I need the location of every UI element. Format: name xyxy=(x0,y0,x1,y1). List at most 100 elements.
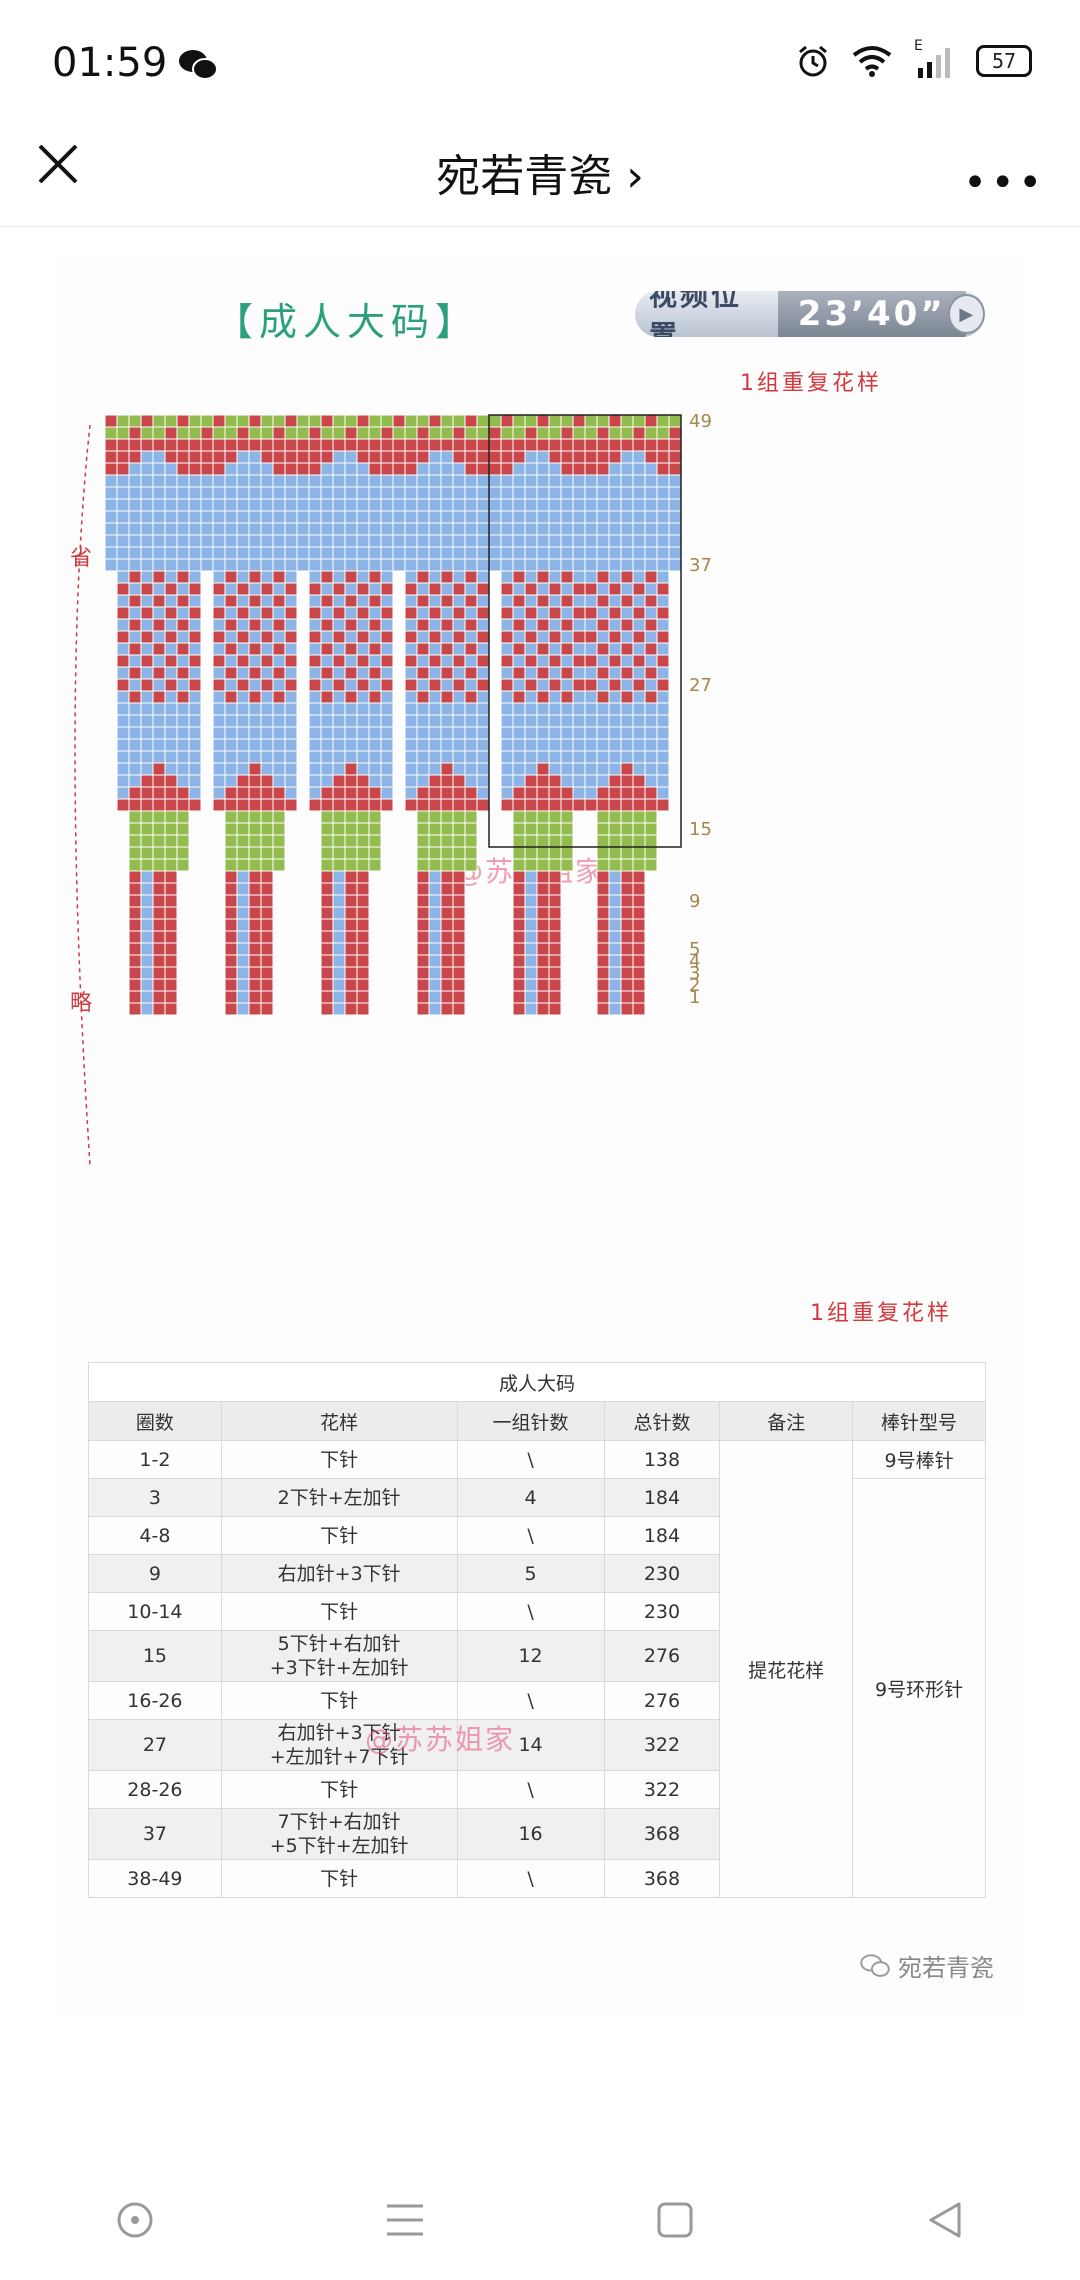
chart-cell xyxy=(416,762,430,776)
chart-cell xyxy=(656,654,670,668)
chart-cell xyxy=(512,618,526,632)
chart-cell xyxy=(140,474,154,488)
chart-cell xyxy=(248,702,262,716)
chart-cell xyxy=(152,570,166,584)
chart-cell xyxy=(620,678,634,692)
chart-cell xyxy=(500,582,514,596)
chart-cell xyxy=(356,462,370,476)
chart-cell xyxy=(644,510,658,524)
chart-cell xyxy=(164,954,178,968)
chart-cell xyxy=(188,666,202,680)
chart-cell xyxy=(260,678,274,692)
chart-cell xyxy=(452,618,466,632)
chart-cell xyxy=(428,750,442,764)
chart-cell xyxy=(512,726,526,740)
chart-cell xyxy=(128,510,142,524)
chart-cell xyxy=(344,906,358,920)
chart-cell xyxy=(104,474,118,488)
chart-cell xyxy=(548,834,562,848)
assistant-button[interactable] xyxy=(105,2190,165,2250)
chart-cell xyxy=(584,738,598,752)
chart-cell xyxy=(584,750,598,764)
chart-cell xyxy=(380,642,394,656)
chart-cell xyxy=(560,546,574,560)
chart-cell xyxy=(272,774,286,788)
chart-cell xyxy=(140,762,154,776)
chart-cell xyxy=(452,834,466,848)
chart-cell xyxy=(608,582,622,596)
chart-cell xyxy=(128,546,142,560)
chart-cell xyxy=(620,450,634,464)
chart-cell xyxy=(320,762,334,776)
chart-cell xyxy=(152,606,166,620)
chart-cell xyxy=(164,942,178,956)
home-button[interactable] xyxy=(645,2190,705,2250)
chart-cell xyxy=(140,822,154,836)
chart-cell xyxy=(668,498,682,512)
chart-cell xyxy=(332,750,346,764)
chart-cell xyxy=(632,438,646,452)
chart-cell xyxy=(440,870,454,884)
chart-cell xyxy=(248,990,262,1004)
chart-cell xyxy=(212,762,226,776)
account-title[interactable]: 宛若青瓷 › xyxy=(436,151,644,202)
chart-cell xyxy=(260,1002,274,1016)
chart-cell xyxy=(260,594,274,608)
chart-cell xyxy=(572,714,586,728)
chart-cell xyxy=(176,594,190,608)
back-button[interactable] xyxy=(915,2190,975,2250)
chart-cell xyxy=(416,822,430,836)
chart-cell xyxy=(452,978,466,992)
chart-cell xyxy=(140,798,154,812)
chart-cell xyxy=(284,414,298,428)
chart-cell xyxy=(428,690,442,704)
header-round: 圈数 xyxy=(88,1401,222,1441)
chart-cell xyxy=(260,810,274,824)
chart-cell xyxy=(596,690,610,704)
chart-cell xyxy=(284,606,298,620)
more-menu-icon[interactable]: ••• xyxy=(963,160,1046,206)
chart-cell xyxy=(572,786,586,800)
chart-cell xyxy=(524,846,538,860)
chart-cell xyxy=(524,966,538,980)
chart-cell xyxy=(440,510,454,524)
chart-cell xyxy=(512,606,526,620)
chart-cell xyxy=(548,534,562,548)
chart-cell xyxy=(452,522,466,536)
chart-cell xyxy=(248,1002,262,1016)
chart-cell xyxy=(164,618,178,632)
chart-cell xyxy=(152,738,166,752)
chart-cell xyxy=(596,654,610,668)
chart-cell xyxy=(296,426,310,440)
chart-cell xyxy=(308,750,322,764)
chart-cell xyxy=(440,714,454,728)
chart-cell xyxy=(536,678,550,692)
chart-cell xyxy=(188,690,202,704)
chart-cell xyxy=(452,486,466,500)
chart-cell xyxy=(344,954,358,968)
chart-cell xyxy=(332,858,346,872)
chart-cell xyxy=(620,858,634,872)
chart-cell xyxy=(584,786,598,800)
chart-cell xyxy=(332,762,346,776)
chart-cell xyxy=(152,582,166,596)
chart-cell xyxy=(656,426,670,440)
chart-cell xyxy=(416,966,430,980)
chart-cell xyxy=(260,738,274,752)
chart-cell xyxy=(632,798,646,812)
chart-cell xyxy=(572,690,586,704)
close-icon[interactable] xyxy=(30,136,86,192)
chart-cell xyxy=(620,870,634,884)
chart-cell xyxy=(428,486,442,500)
chart-cell xyxy=(236,714,250,728)
chart-cell xyxy=(368,426,382,440)
chart-cell xyxy=(248,834,262,848)
chart-cell xyxy=(404,486,418,500)
chart-cell xyxy=(332,930,346,944)
chart-cell xyxy=(344,510,358,524)
chart-cell xyxy=(260,726,274,740)
menu-button[interactable] xyxy=(375,2190,435,2250)
chart-cell xyxy=(656,570,670,584)
chart-cell xyxy=(236,654,250,668)
chart-cell xyxy=(320,846,334,860)
